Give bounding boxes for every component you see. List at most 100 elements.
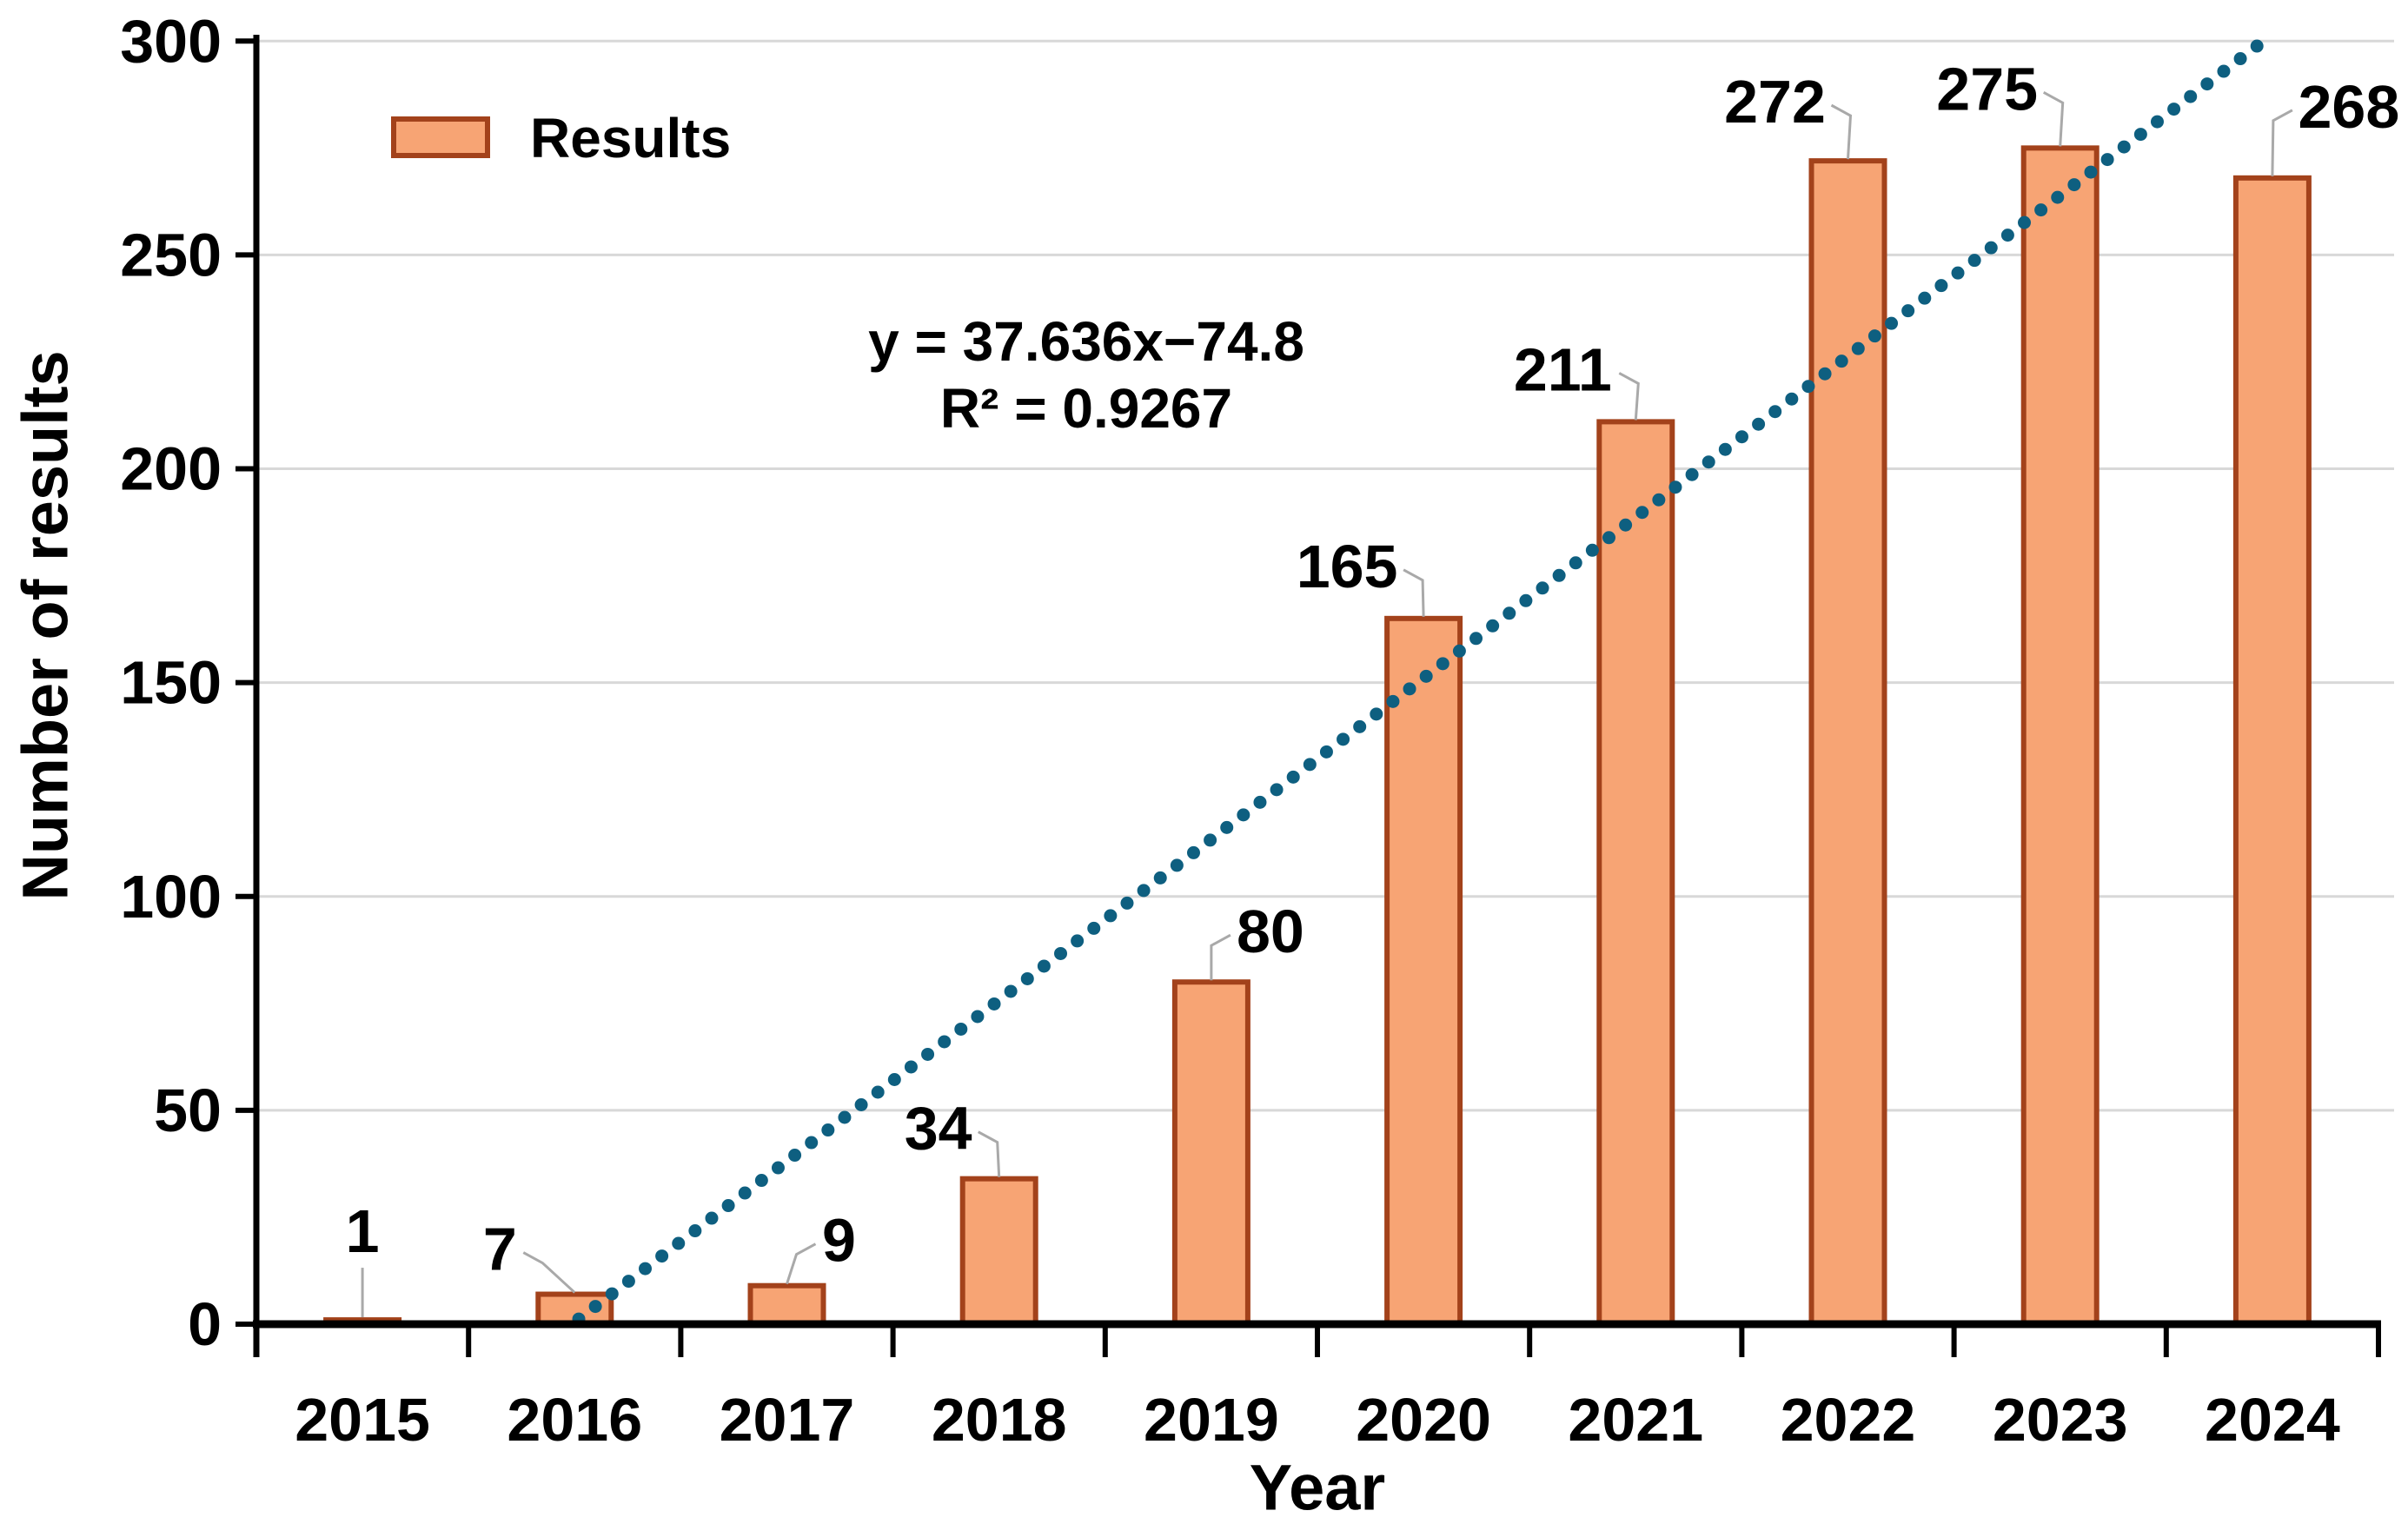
trendline-dot: [987, 997, 1001, 1010]
trendline-dot: [1834, 354, 1848, 368]
trendline-dot: [1536, 581, 1549, 595]
label-leader-line-2024: [2271, 109, 2293, 176]
trendline-dot: [871, 1085, 885, 1099]
trendline-dot: [1585, 543, 1599, 557]
trendline-dot: [1004, 984, 1018, 998]
trendline-dot: [1469, 632, 1483, 646]
trendline-dot: [954, 1022, 968, 1036]
trendline-dot: [754, 1174, 768, 1188]
trendline-dot: [1319, 745, 1333, 759]
trendline-dot: [588, 1300, 602, 1314]
trendline-dot: [1934, 279, 1948, 293]
trendline-dot: [1702, 455, 1715, 469]
bar-2022: [1808, 158, 1887, 1327]
trendline-dot: [672, 1236, 686, 1250]
trendline-dot: [1419, 669, 1433, 683]
trendline-dot: [2233, 52, 2247, 66]
trendline-dot: [2034, 203, 2048, 217]
y-axis-title: Number of results: [10, 350, 82, 900]
bar-2024: [2232, 175, 2312, 1327]
label-leader-line-2023: [2042, 91, 2065, 147]
bar-2021: [1596, 419, 1675, 1327]
trendline-dot: [2167, 103, 2181, 116]
bar-2023: [2020, 145, 2100, 1328]
trendline-dot: [938, 1035, 952, 1049]
trendline-dotted: [572, 39, 2264, 1326]
trendline-dot: [1602, 531, 1615, 545]
trendline-dot: [1037, 959, 1051, 973]
trendline-annotation: y = 37.636x−74.8 R² = 0.9267: [868, 310, 1304, 440]
trendline-dot: [1635, 506, 1649, 520]
x-tick-label-2019: 2019: [1144, 1386, 1279, 1454]
trendline-dot: [2150, 115, 2164, 129]
trendline-dot: [1552, 568, 1566, 582]
bar-value-label-2019: 80: [1237, 898, 1304, 965]
x-tick-label-2023: 2023: [1993, 1386, 2128, 1454]
trendline-dot: [1785, 392, 1799, 406]
trendline-dot: [721, 1199, 735, 1213]
label-leader-line-2018: [977, 1130, 1001, 1177]
trendline-dot: [821, 1123, 835, 1137]
trendline-dot: [1186, 845, 1200, 859]
x-tick-label-2017: 2017: [720, 1386, 855, 1454]
trendline-dot: [1685, 467, 1699, 481]
bar-value-label-2016: 7: [483, 1216, 517, 1283]
label-leader-line-2016: [522, 1251, 576, 1294]
trendline-dot: [688, 1224, 702, 1238]
trendline-dot: [1951, 266, 1965, 280]
trendline-dot: [1452, 644, 1466, 658]
trendline-dot: [1087, 921, 1101, 935]
bars-group: [323, 145, 2312, 1328]
trendline-dot: [2000, 229, 2014, 242]
trendline-dot: [1104, 909, 1118, 923]
x-tick-label-2016: 2016: [507, 1386, 642, 1454]
trendline-dot: [1153, 871, 1167, 885]
bar-value-label-2023: 275: [1936, 55, 2038, 123]
trendline-dot: [1204, 833, 1217, 847]
trendline-dot: [1735, 430, 1748, 444]
label-leader-line-2022: [1830, 103, 1853, 160]
y-tick-label-100: 100: [120, 863, 222, 931]
x-tick-label-2022: 2022: [1781, 1386, 1916, 1454]
trendline-dot: [621, 1275, 635, 1289]
trendline-dot: [1867, 329, 1881, 343]
trendline-dot: [1752, 417, 1766, 431]
trendline-dot: [1486, 619, 1500, 633]
trendline-dot: [1220, 820, 1234, 834]
label-leader-line-2019: [1210, 933, 1231, 981]
axes-group: [235, 35, 2381, 1357]
trendline-dot: [1386, 694, 1400, 708]
trendline-dot: [705, 1211, 719, 1225]
x-tick-label-2015: 2015: [295, 1386, 430, 1454]
trendline-dot: [921, 1047, 935, 1061]
x-tick-label-2021: 2021: [1568, 1386, 1703, 1454]
y-tick-label-200: 200: [120, 435, 222, 503]
bar-value-label-2022: 272: [1724, 68, 1826, 136]
trendline-dot: [2067, 178, 2081, 192]
trendline-dot: [2018, 215, 2032, 229]
trendline-dot: [1054, 946, 1068, 960]
trendline-dot: [1967, 254, 1981, 268]
trendline-dot: [1851, 341, 1865, 355]
y-tick-label-250: 250: [120, 221, 222, 288]
trendline-dot: [904, 1060, 918, 1074]
trendline-dot: [1120, 896, 1134, 910]
legend-label: Results: [530, 107, 731, 169]
bar-2018: [959, 1176, 1038, 1327]
bar-value-label-2015: 1: [346, 1197, 380, 1265]
trendline-dot: [854, 1098, 868, 1112]
bar-value-label-2017: 9: [822, 1207, 856, 1275]
trendline-dot: [1652, 493, 1666, 507]
bar-value-label-2020: 165: [1297, 533, 1398, 600]
bar-value-label-2024: 268: [2299, 73, 2400, 141]
trendline-dot: [838, 1110, 852, 1124]
trendline-dot: [788, 1149, 802, 1163]
trendline-dot: [2051, 190, 2065, 204]
trendline-dot: [1403, 682, 1416, 696]
trendline-dot: [805, 1136, 819, 1150]
trendline-dot: [2217, 64, 2231, 78]
trendline-dot: [1303, 758, 1317, 772]
trendline-dot: [605, 1287, 619, 1301]
